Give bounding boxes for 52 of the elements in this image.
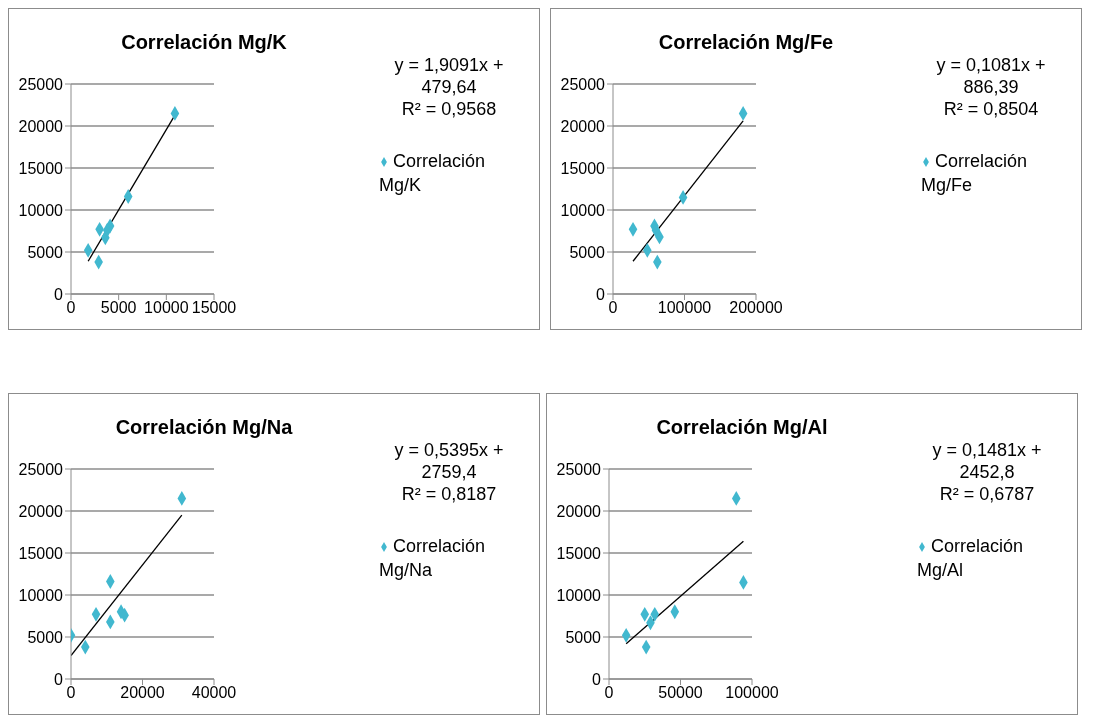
x-tick-label: 50000 — [658, 684, 703, 702]
y-tick-label: 15000 — [18, 544, 64, 562]
y-tick-label: 5000 — [565, 628, 602, 646]
legend-label: Correlación Mg/Fe — [921, 151, 1028, 195]
y-tick-label: 5000 — [27, 628, 64, 646]
y-tick-label: 0 — [592, 670, 602, 688]
x-tick-label: 0 — [66, 684, 76, 702]
text: R² = 0,9568 — [400, 98, 498, 120]
y-tick-label: 20000 — [556, 502, 602, 520]
y-tick-label: 20000 — [560, 117, 606, 135]
y-tick-label: 15000 — [18, 159, 64, 177]
text: y = 0,1081x + 886,39 — [935, 54, 1047, 98]
y-tick-label: 0 — [54, 670, 64, 688]
y-tick-label: 0 — [54, 285, 64, 303]
text: y = 1,9091x + 479,64 — [393, 54, 505, 98]
chart-title: Correlación Mg/Na — [114, 416, 294, 439]
y-tick-label: 0 — [596, 285, 606, 303]
x-tick-label: 0 — [66, 299, 76, 317]
y-tick-label: 15000 — [556, 544, 602, 562]
x-tick-label: 40000 — [191, 684, 237, 702]
x-tick-label: 100000 — [725, 684, 779, 702]
x-tick-label: 10000 — [144, 299, 189, 317]
chart-title: Correlación Mg/Al — [655, 416, 829, 439]
legend-label: Correlación Mg/Na — [379, 536, 486, 580]
x-tick-label: 15000 — [191, 299, 237, 317]
text: y = 0,5395x + 2759,4 — [393, 439, 505, 483]
chart-title: Correlación Mg/Fe — [657, 31, 835, 54]
text: R² = 0,6787 — [938, 483, 1036, 505]
text: R² = 0,8187 — [400, 483, 498, 505]
chart-title: Correlación Mg/K — [120, 31, 288, 54]
y-tick-label: 10000 — [560, 201, 606, 219]
y-tick-label: 25000 — [556, 460, 602, 478]
text: R² = 0,8504 — [942, 98, 1040, 120]
text: y = 0,1481x + 2452,8 — [931, 439, 1043, 483]
y-tick-label: 10000 — [18, 586, 64, 604]
y-tick-label: 25000 — [18, 75, 64, 93]
x-tick-label: 200000 — [729, 299, 783, 317]
x-tick-label: 20000 — [120, 684, 165, 702]
x-tick-label: 5000 — [100, 299, 137, 317]
x-tick-label: 100000 — [657, 299, 712, 317]
legend-label: Correlación Mg/K — [379, 151, 486, 195]
legend-label: Correlación Mg/Al — [917, 536, 1024, 580]
y-tick-label: 25000 — [18, 460, 64, 478]
x-tick-label: 0 — [608, 299, 618, 317]
y-tick-label: 5000 — [27, 243, 64, 261]
y-tick-label: 25000 — [560, 75, 606, 93]
y-tick-label: 5000 — [569, 243, 606, 261]
y-tick-label: 10000 — [18, 201, 64, 219]
y-tick-label: 10000 — [556, 586, 602, 604]
y-tick-label: 20000 — [18, 502, 64, 520]
y-tick-label: 20000 — [18, 117, 64, 135]
y-tick-label: 15000 — [560, 159, 606, 177]
